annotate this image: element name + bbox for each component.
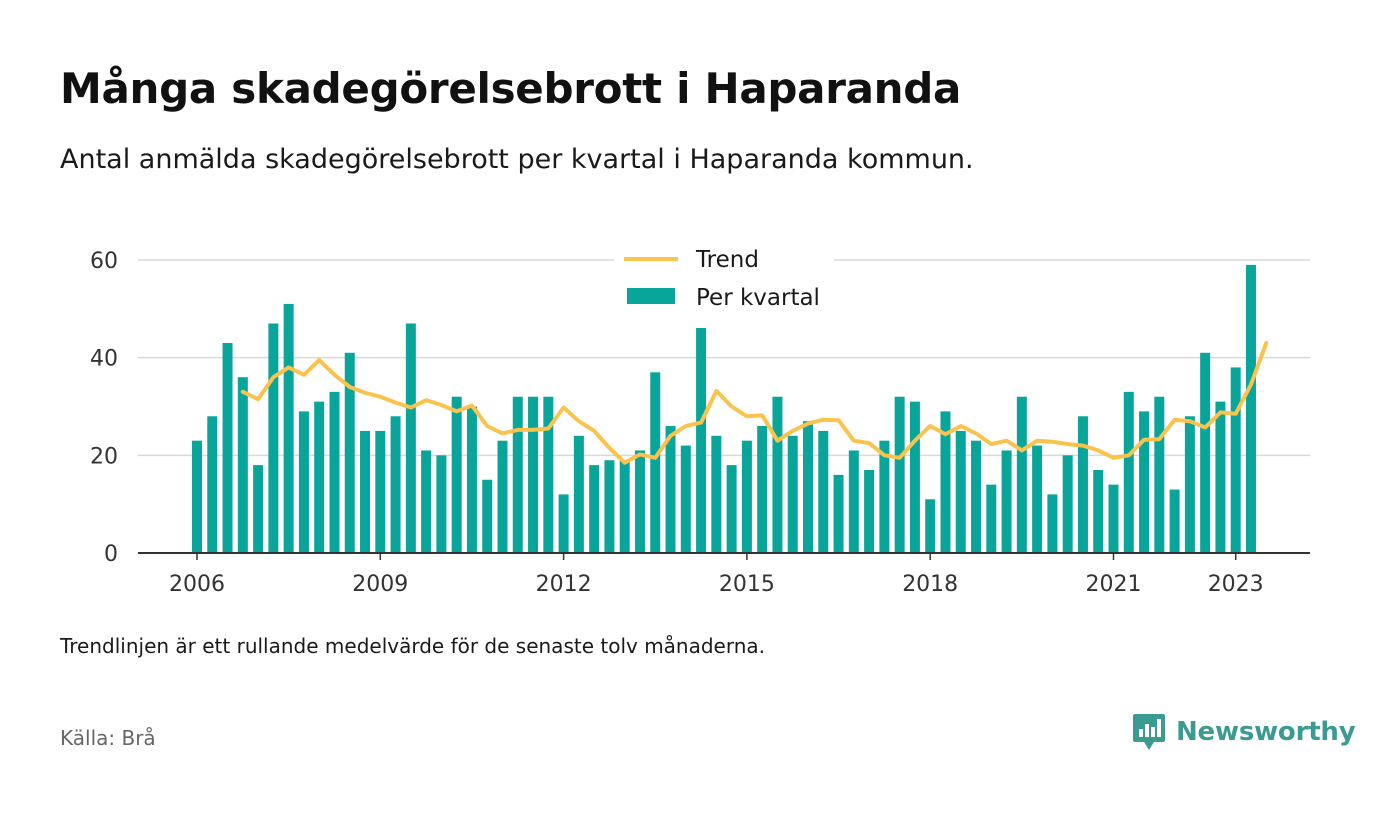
bar <box>436 455 447 553</box>
bar <box>741 440 752 553</box>
legend-swatch-per-kvartal <box>627 288 675 304</box>
legend-label-trend: Trend <box>695 247 759 273</box>
bar <box>482 479 493 553</box>
bar <box>222 343 233 553</box>
bar <box>803 421 813 553</box>
bar <box>329 391 340 553</box>
bar <box>711 435 722 553</box>
bar <box>1123 391 1134 553</box>
x-tick-label: 2018 <box>902 572 958 597</box>
bar <box>1001 450 1012 553</box>
x-tick-label: 2015 <box>719 572 775 597</box>
bar <box>1169 489 1180 553</box>
bar <box>1139 411 1150 553</box>
bar <box>1016 396 1027 553</box>
bar <box>268 323 279 553</box>
bar <box>207 416 218 553</box>
bar <box>650 372 661 553</box>
bar <box>1047 494 1058 553</box>
axes: 0 20 40 60 2006 2009 2012 2015 2018 2021 2023 <box>90 249 1310 597</box>
bar <box>1245 264 1256 553</box>
bar <box>360 430 371 553</box>
bar <box>589 465 600 553</box>
x-tick-label: 2006 <box>169 572 225 597</box>
bar <box>680 445 691 553</box>
bar <box>971 440 982 553</box>
bar <box>1230 367 1241 553</box>
bar <box>696 323 707 553</box>
bar <box>237 377 248 553</box>
bar <box>466 406 477 553</box>
bar <box>726 465 737 553</box>
newsworthy-logo-icon <box>1133 714 1165 750</box>
bar <box>497 440 508 553</box>
bar <box>253 465 264 553</box>
bar <box>665 426 676 553</box>
bar <box>619 460 630 553</box>
bar <box>558 494 569 553</box>
bar <box>314 401 325 553</box>
bar <box>543 396 554 553</box>
bar <box>283 303 294 553</box>
bar <box>375 430 386 553</box>
bar <box>405 323 416 553</box>
legend-background <box>614 240 834 328</box>
bar <box>1032 445 1043 553</box>
bar <box>604 460 615 553</box>
x-tick-label: 2023 <box>1208 572 1264 597</box>
bar <box>512 396 523 553</box>
y-tick-label: 20 <box>90 444 118 469</box>
legend-label-per-kvartal: Per kvartal <box>696 285 820 311</box>
chart-title: Många skadegörelsebrott i Haparanda <box>60 64 962 113</box>
trend-line-group <box>240 341 1269 465</box>
bar <box>772 396 783 553</box>
bar <box>634 450 645 553</box>
bar <box>1093 469 1104 553</box>
bar <box>421 450 432 553</box>
y-tick-label: 40 <box>90 347 118 372</box>
bar <box>909 401 920 553</box>
bar <box>940 411 951 553</box>
bar <box>451 396 462 553</box>
bar <box>1200 352 1211 553</box>
bar <box>390 416 401 553</box>
newsworthy-logo[interactable]: Newsworthy <box>1132 712 1356 752</box>
bar-line-chart: 0 20 40 60 2006 2009 2012 2015 2018 2021 2023 Tren… <box>90 240 1310 597</box>
bar <box>192 440 202 553</box>
bar <box>864 469 875 553</box>
bar <box>1184 416 1195 553</box>
bar <box>573 435 584 553</box>
bar <box>894 396 905 553</box>
bar <box>833 474 844 553</box>
bar <box>879 440 890 553</box>
bar <box>955 430 966 553</box>
bar <box>344 352 355 553</box>
bar <box>528 396 539 553</box>
trend-line <box>240 341 1269 465</box>
bar <box>925 499 936 553</box>
source-label: Källa: Brå <box>60 726 156 750</box>
x-tick-label: 2012 <box>536 572 592 597</box>
x-tick-label: 2009 <box>352 572 408 597</box>
chart-subtitle: Antal anmälda skadegörelsebrott per kvar… <box>60 144 974 175</box>
bar <box>818 430 829 553</box>
y-tick-label: 60 <box>90 249 118 274</box>
legend: Trend Per kvartal <box>614 240 834 328</box>
bar <box>1062 455 1073 553</box>
bar <box>1108 484 1119 553</box>
bar <box>848 450 859 553</box>
y-tick-label: 0 <box>104 542 118 567</box>
bar <box>298 411 309 553</box>
brand-name: Newsworthy <box>1176 717 1356 747</box>
bar <box>1154 396 1165 553</box>
bar <box>787 435 798 553</box>
bar <box>1077 416 1088 553</box>
bar <box>986 484 997 553</box>
bars <box>192 264 1256 553</box>
bar <box>757 426 768 553</box>
footnote: Trendlinjen är ett rullande medelvärde f… <box>60 634 766 658</box>
bar <box>1215 401 1226 553</box>
x-tick-label: 2021 <box>1086 572 1142 597</box>
